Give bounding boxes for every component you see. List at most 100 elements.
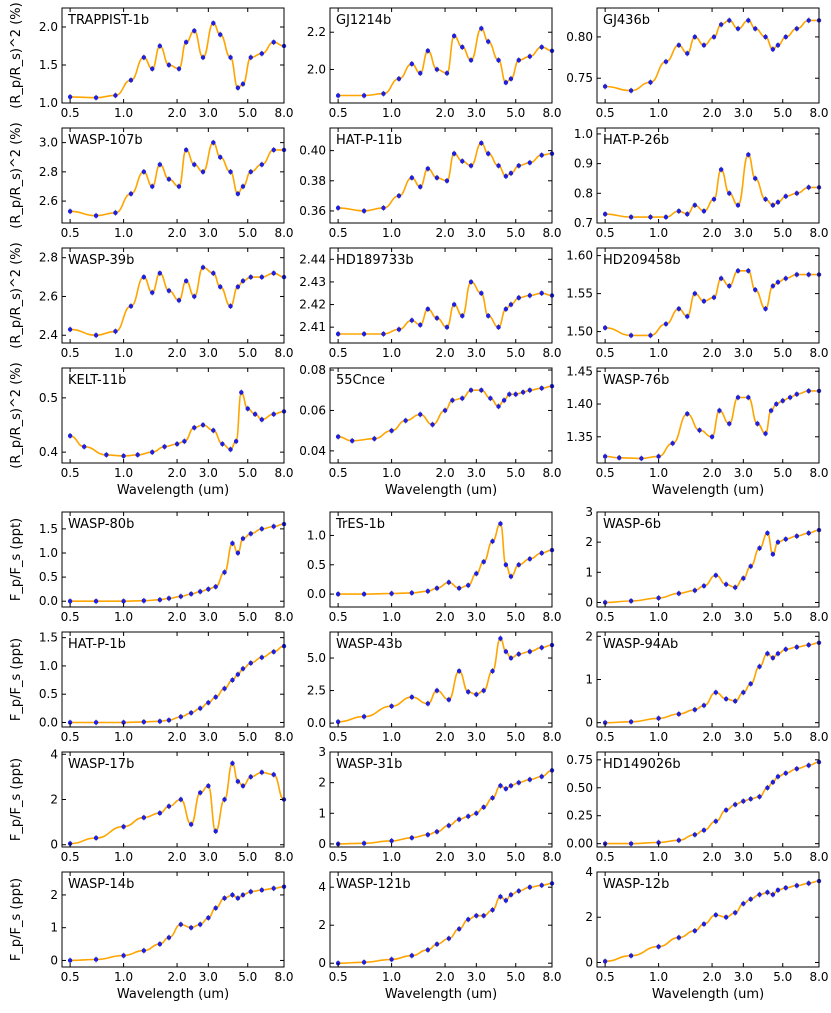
data-point: [141, 274, 147, 280]
y-tick-label: 1.40: [566, 397, 593, 411]
data-point: [93, 957, 99, 962]
model-line: [70, 523, 285, 602]
data-point: [113, 210, 118, 215]
data-point: [198, 706, 203, 711]
data-point: [757, 545, 762, 551]
data-point: [188, 925, 194, 930]
data-point: [67, 958, 73, 963]
data-point: [235, 896, 241, 901]
data-point: [425, 832, 431, 837]
data-point: [733, 585, 738, 590]
data-point: [735, 268, 741, 273]
panel-gj1214b: 0.5 1.0 2.0 3.0 5.0 8.0 2.0 2.2 GJ1214b: [307, 7, 562, 120]
x-tick-label: 5.0: [773, 106, 792, 120]
data-point: [245, 406, 250, 411]
data-point: [794, 533, 800, 539]
data-point: [648, 80, 653, 85]
data-point: [206, 586, 211, 592]
x-tick-label: 8.0: [809, 226, 828, 240]
data-point: [166, 718, 172, 723]
data-point: [361, 960, 367, 965]
data-point: [93, 835, 99, 841]
x-tick-label: 5.0: [238, 466, 257, 480]
data-point: [723, 915, 729, 920]
data-point: [648, 214, 653, 220]
data-point: [806, 272, 811, 277]
x-tick-label: 3.0: [467, 850, 486, 864]
x-tick-label: 5.0: [773, 730, 792, 744]
data-point: [602, 84, 608, 89]
data-point: [711, 34, 717, 40]
data-point: [141, 719, 147, 725]
data-point: [141, 169, 147, 175]
x-tick-label: 2.0: [703, 970, 722, 984]
data-point: [166, 176, 172, 182]
x-tick-label: 0.5: [61, 850, 80, 864]
data-point: [628, 88, 634, 93]
data-point: [240, 536, 246, 541]
data-point: [806, 185, 811, 190]
data-point: [783, 536, 788, 542]
data-point: [741, 690, 746, 695]
data-point: [218, 284, 223, 289]
x-tick-label: 3.0: [199, 226, 218, 240]
model-line: [605, 269, 819, 337]
x-tick-label: 0.5: [329, 346, 348, 360]
panel-title: WASP-6b: [603, 517, 661, 532]
data-point: [780, 398, 785, 403]
data-point: [516, 163, 521, 168]
y-tick-label: 1.5: [39, 522, 58, 536]
panel-trappist-1b: 0.5 1.0 2.0 3.0 5.0 8.01.01.52.0 TRAPPIST-1b(R…: [9, 2, 294, 120]
data-point: [409, 835, 415, 841]
data-point: [200, 55, 206, 60]
panel-wasp-31b: 0.5 1.0 2.0 3.0 5.0 8.0 0 1 2 3 WASP-31b: [318, 745, 561, 864]
data-point: [503, 174, 509, 179]
data-point: [396, 327, 402, 332]
data-point: [783, 276, 788, 281]
data-point: [663, 214, 669, 220]
data-point: [748, 681, 753, 687]
panel-wasp-12b: 0.5 1.0 2.0 3.0 5.0 8.0 0 2 4 WASP-12b Wavelength …: [585, 865, 828, 1002]
data-point: [235, 85, 241, 91]
y-tick-label: 2.6: [39, 194, 58, 208]
data-point: [513, 392, 518, 397]
y-tick-label: 5.0: [307, 651, 326, 665]
x-tick-label: 3.0: [734, 610, 753, 624]
data-point: [794, 766, 800, 771]
data-point: [602, 325, 608, 330]
y-tick-label: 4: [318, 880, 326, 894]
data-point: [775, 651, 781, 656]
x-tick-label: 1.0: [649, 970, 668, 984]
data-point: [259, 417, 265, 422]
data-point: [446, 580, 452, 585]
y-tick-label: 1: [585, 565, 593, 579]
panel-title: HAT-P-1b: [68, 637, 126, 652]
data-point: [697, 428, 702, 433]
y-tick-label: 0.36: [299, 204, 326, 218]
data-point: [692, 588, 698, 593]
data-point: [361, 591, 367, 597]
x-tick-label: 3.0: [734, 970, 753, 984]
data-point: [527, 885, 533, 890]
data-point: [444, 178, 450, 183]
x-tick-label: 8.0: [542, 466, 561, 480]
data-point: [723, 807, 729, 813]
data-point: [735, 26, 741, 31]
data-point: [389, 591, 394, 596]
data-point: [676, 935, 682, 940]
y-tick-label: 0.40: [299, 144, 326, 158]
data-point: [775, 42, 781, 48]
data-point: [240, 278, 246, 284]
data-point: [335, 719, 341, 724]
data-point: [474, 811, 479, 816]
x-tick-label: 3.0: [199, 346, 218, 360]
panel-title: WASP-12b: [603, 877, 669, 892]
data-point: [701, 828, 707, 833]
x-tick-label: 0.5: [61, 970, 80, 984]
data-point: [442, 408, 448, 413]
y-tick-label: 1.55: [566, 287, 593, 301]
x-tick-label: 2.0: [436, 730, 455, 744]
data-point: [757, 794, 762, 799]
data-point: [490, 795, 495, 801]
data-point: [335, 591, 341, 597]
